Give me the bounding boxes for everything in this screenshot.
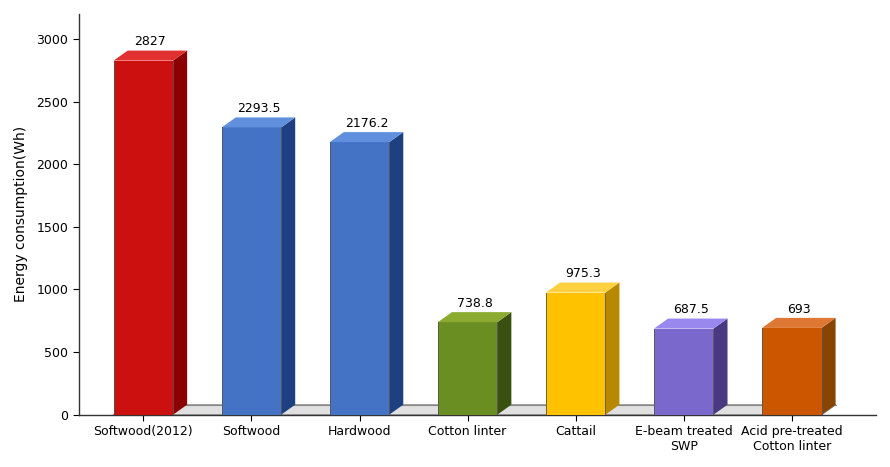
Polygon shape [714, 318, 727, 415]
Polygon shape [654, 318, 727, 329]
Text: 2176.2: 2176.2 [344, 117, 388, 130]
Y-axis label: Energy consumption(Wh): Energy consumption(Wh) [14, 126, 28, 302]
Text: 2827: 2827 [134, 35, 166, 48]
Text: 738.8: 738.8 [457, 297, 492, 310]
Text: 687.5: 687.5 [673, 303, 708, 316]
Polygon shape [389, 132, 403, 415]
Polygon shape [330, 132, 403, 142]
Polygon shape [114, 405, 836, 415]
Text: 975.3: 975.3 [565, 267, 601, 280]
Polygon shape [281, 117, 295, 415]
Polygon shape [438, 312, 512, 322]
Bar [438, 322, 498, 415]
Polygon shape [173, 50, 187, 415]
Bar [114, 61, 173, 415]
Polygon shape [114, 50, 187, 61]
Text: 693: 693 [787, 303, 811, 316]
Bar [762, 328, 821, 415]
Bar [222, 127, 281, 415]
Polygon shape [546, 283, 619, 292]
Bar [330, 142, 389, 415]
Text: 2293.5: 2293.5 [237, 102, 280, 115]
Polygon shape [605, 283, 619, 415]
Polygon shape [821, 318, 836, 415]
Polygon shape [222, 117, 295, 127]
Polygon shape [762, 318, 836, 328]
Bar [654, 329, 714, 415]
Bar [546, 292, 605, 415]
Polygon shape [498, 312, 512, 415]
